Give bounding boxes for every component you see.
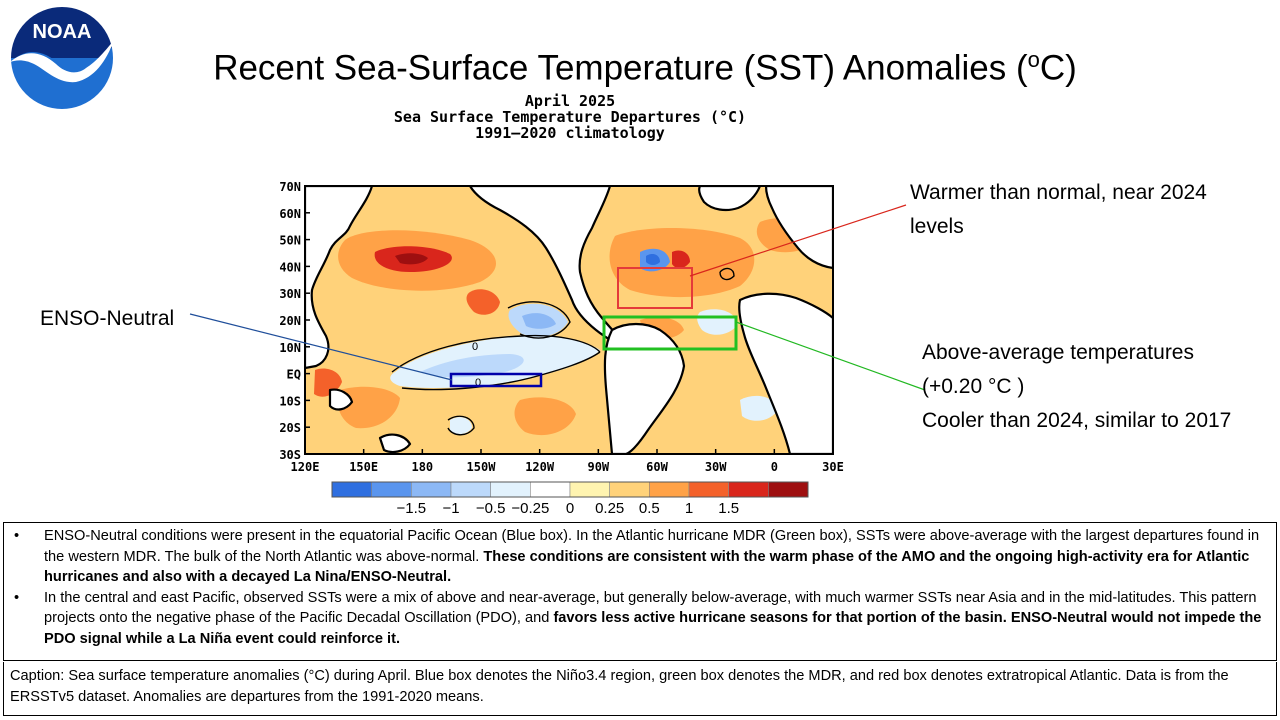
- slide-title-main: Recent Sea-Surface Temperature (SST) Ano…: [213, 48, 1028, 88]
- lat-label: 20S: [279, 421, 301, 435]
- contour-label-2: 0: [475, 377, 481, 389]
- lat-label: EQ: [287, 368, 301, 382]
- bullet-2-plain: In the central and east Pacific, observe…: [44, 589, 1257, 627]
- lon-label: 150E: [349, 460, 378, 474]
- colorbar-label: 0.5: [639, 500, 660, 517]
- colorbar-label: −1.5: [397, 500, 427, 517]
- colorbar-label: 1: [685, 500, 693, 517]
- colorbar-swatch: [450, 481, 491, 498]
- colorbar-label: −0.25: [511, 500, 549, 517]
- lat-labels: 70N 60N 50N 40N 30N 20N 10N EQ 10S 20S 30S: [279, 180, 301, 462]
- contour-label-1: 0: [472, 341, 478, 353]
- lon-label: 180: [411, 460, 433, 474]
- bullet-dot: •: [14, 528, 20, 544]
- map-header-date: April 2025: [524, 92, 616, 110]
- bullet-text: ENSO-Neutral conditions were present in …: [44, 526, 1268, 588]
- annotation-above-line1: Above-average temperatures: [922, 341, 1194, 364]
- colorbar-swatch: [649, 481, 690, 498]
- lat-label: 10N: [279, 341, 301, 355]
- annotation-warmer-line1: Warmer than normal, near 2024: [910, 181, 1207, 204]
- slide-title: Recent Sea-Surface Temperature (SST) Ano…: [120, 38, 1170, 91]
- bullet-text: In the central and east Pacific, observe…: [44, 588, 1268, 650]
- bullet-2-bold: favors less active hurricane seasons for…: [44, 610, 1262, 647]
- noaa-logo-text: NOAA: [33, 21, 92, 43]
- lat-label: 30N: [279, 287, 301, 301]
- map-header-subtitle: Sea Surface Temperature Departures (°C): [393, 108, 747, 126]
- colorbar-label: −1: [442, 500, 459, 517]
- lat-label: 30S: [279, 448, 301, 462]
- annotation-warmer-than-normal: Warmer than normal, near 2024 levels: [910, 176, 1207, 244]
- lat-label: 40N: [279, 260, 301, 274]
- slide-title-degree: o: [1027, 47, 1040, 72]
- colorbar-swatch: [331, 481, 372, 498]
- bullet-item: • In the central and east Pacific, obser…: [14, 588, 1268, 650]
- noaa-logo: NOAA: [6, 4, 118, 112]
- annotation-above-line3: Cooler than 2024, similar to 2017: [922, 409, 1232, 432]
- lat-label: 10S: [279, 394, 301, 408]
- colorbar-swatch: [371, 481, 412, 498]
- colorbar-swatch: [688, 481, 729, 498]
- lat-label: 70N: [279, 180, 301, 194]
- lon-label: 0: [771, 460, 778, 474]
- warm-arrow-line: [689, 204, 907, 277]
- lon-label: 120W: [525, 460, 555, 474]
- mdr-green-box: [602, 315, 738, 351]
- lon-labels: 120E 150E 180 150W 120W 90W 60W 30W 0 30E: [291, 460, 844, 474]
- colorbar-swatch: [530, 481, 571, 498]
- annotation-enso-neutral: ENSO-Neutral: [40, 307, 175, 330]
- colorbar-swatch: [569, 481, 610, 498]
- lon-label: 30W: [705, 460, 727, 474]
- colorbar-label: 1.5: [718, 500, 739, 517]
- map-header: April 2025 Sea Surface Temperature Depar…: [370, 93, 770, 141]
- map-field: 0 0: [305, 186, 833, 454]
- bullet-1-bold: These conditions are consistent with the…: [44, 548, 1250, 586]
- colorbar: [331, 481, 809, 498]
- figure-caption: Caption: Sea surface temperature anomali…: [3, 662, 1277, 716]
- colorbar-swatch: [490, 481, 531, 498]
- map-header-climatology: 1991–2020 climatology: [475, 124, 665, 142]
- extratropical-atlantic-red-box: [617, 267, 693, 309]
- lat-label: 20N: [279, 314, 301, 328]
- summary-bullets: • ENSO-Neutral conditions were present i…: [3, 522, 1277, 661]
- lon-label: 120E: [291, 460, 320, 474]
- colorbar-swatch: [411, 481, 452, 498]
- annotation-above-average: Above-average temperatures (+0.20 °C ) C…: [922, 336, 1231, 438]
- lon-label: 60W: [646, 460, 668, 474]
- colorbar-swatch: [728, 481, 769, 498]
- above-arrow-line: [735, 321, 926, 391]
- lon-label: 90W: [587, 460, 609, 474]
- annotation-warmer-line2: levels: [910, 215, 964, 238]
- colorbar-swatch: [609, 481, 650, 498]
- colorbar-labels: −1.5 −1 −0.5 −0.25 0 0.25 0.5 1 1.5: [397, 500, 740, 517]
- slide-title-end: C): [1039, 48, 1077, 88]
- bullet-dot: •: [14, 589, 20, 606]
- lat-label: 50N: [279, 234, 301, 248]
- colorbar-frame: [331, 481, 809, 498]
- annotation-above-line2: (+0.20 °C ): [922, 375, 1025, 398]
- enso-arrow-line: [189, 313, 453, 381]
- colorbar-label: 0.25: [595, 500, 624, 517]
- colorbar-swatch: [768, 481, 809, 498]
- lon-label: 150W: [467, 460, 497, 474]
- sst-anomaly-map: 0 0 70N 60N 50N 40N 30N 20N 10N EQ 10S 20S 30S 120…: [189, 180, 926, 517]
- bullet-1-plain: ENSO-Neutral conditions were present in …: [44, 528, 1260, 565]
- map-ticks: [304, 185, 834, 455]
- bullet-item: • ENSO-Neutral conditions were present i…: [14, 526, 1268, 588]
- colorbar-label: 0: [566, 500, 574, 517]
- colorbar-label: −0.5: [476, 500, 506, 517]
- lon-label: 30E: [822, 460, 844, 474]
- lat-label: 60N: [279, 207, 301, 221]
